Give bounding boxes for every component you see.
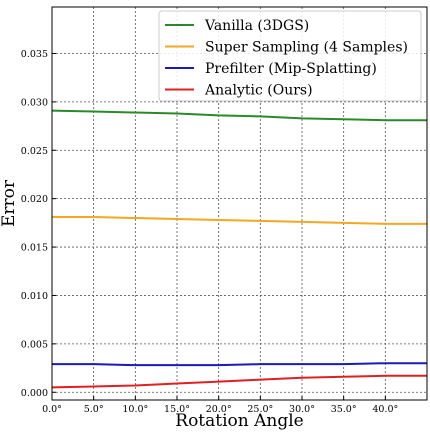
x-axis-title: Rotation Angle xyxy=(175,411,303,431)
legend-label: Vanilla (3DGS) xyxy=(204,18,309,34)
y-tick-label: 0.000 xyxy=(21,388,48,399)
y-tick-label: 0.020 xyxy=(21,194,48,205)
x-tick-label: 40.0° xyxy=(372,404,398,415)
y-tick-label: 0.015 xyxy=(21,243,48,254)
x-tick-label: 35.0° xyxy=(331,404,357,415)
y-tick-label: 0.010 xyxy=(21,291,48,302)
series-lines xyxy=(51,109,427,389)
x-tick-label: 5.0° xyxy=(84,404,104,415)
legend-label: Prefilter (Mip-Splatting) xyxy=(205,61,377,77)
axis-ticks xyxy=(51,52,386,400)
legend-label: Super Sampling (4 Samples) xyxy=(205,40,408,56)
plot-frame xyxy=(51,6,428,401)
x-tick-label: 0.0° xyxy=(42,404,62,415)
legend: Vanilla (3DGS) Super Sampling (4 Samples)… xyxy=(158,10,422,102)
y-tick-label: 0.035 xyxy=(21,49,48,60)
series-line xyxy=(51,374,427,389)
x-tick-label: 15.0° xyxy=(164,404,190,415)
x-tick-label: 25.0° xyxy=(247,404,273,415)
x-tick-label: 10.0° xyxy=(122,404,148,415)
y-axis-title: Error xyxy=(0,179,19,227)
legend-box xyxy=(158,10,422,102)
series-line xyxy=(52,362,427,367)
x-tick-label: 20.0° xyxy=(206,404,232,415)
x-tick-label: 30.0° xyxy=(289,404,315,415)
series-line xyxy=(52,216,427,225)
legend-label: Analytic (Ours) xyxy=(204,83,313,99)
y-tick-label: 0.005 xyxy=(21,339,48,350)
y-tick-label: 0.030 xyxy=(21,97,48,108)
y-tick-label: 0.025 xyxy=(21,146,48,157)
x-tick-labels: 0.0° 5.0° 10.0° 15.0° 20.0° 25.0° 30.0° 35.0° 40… xyxy=(42,404,398,415)
y-tick-labels: 0.000 0.005 0.010 0.015 0.020 0.025 0.030 0.035 xyxy=(21,49,48,399)
series-line xyxy=(51,109,427,122)
